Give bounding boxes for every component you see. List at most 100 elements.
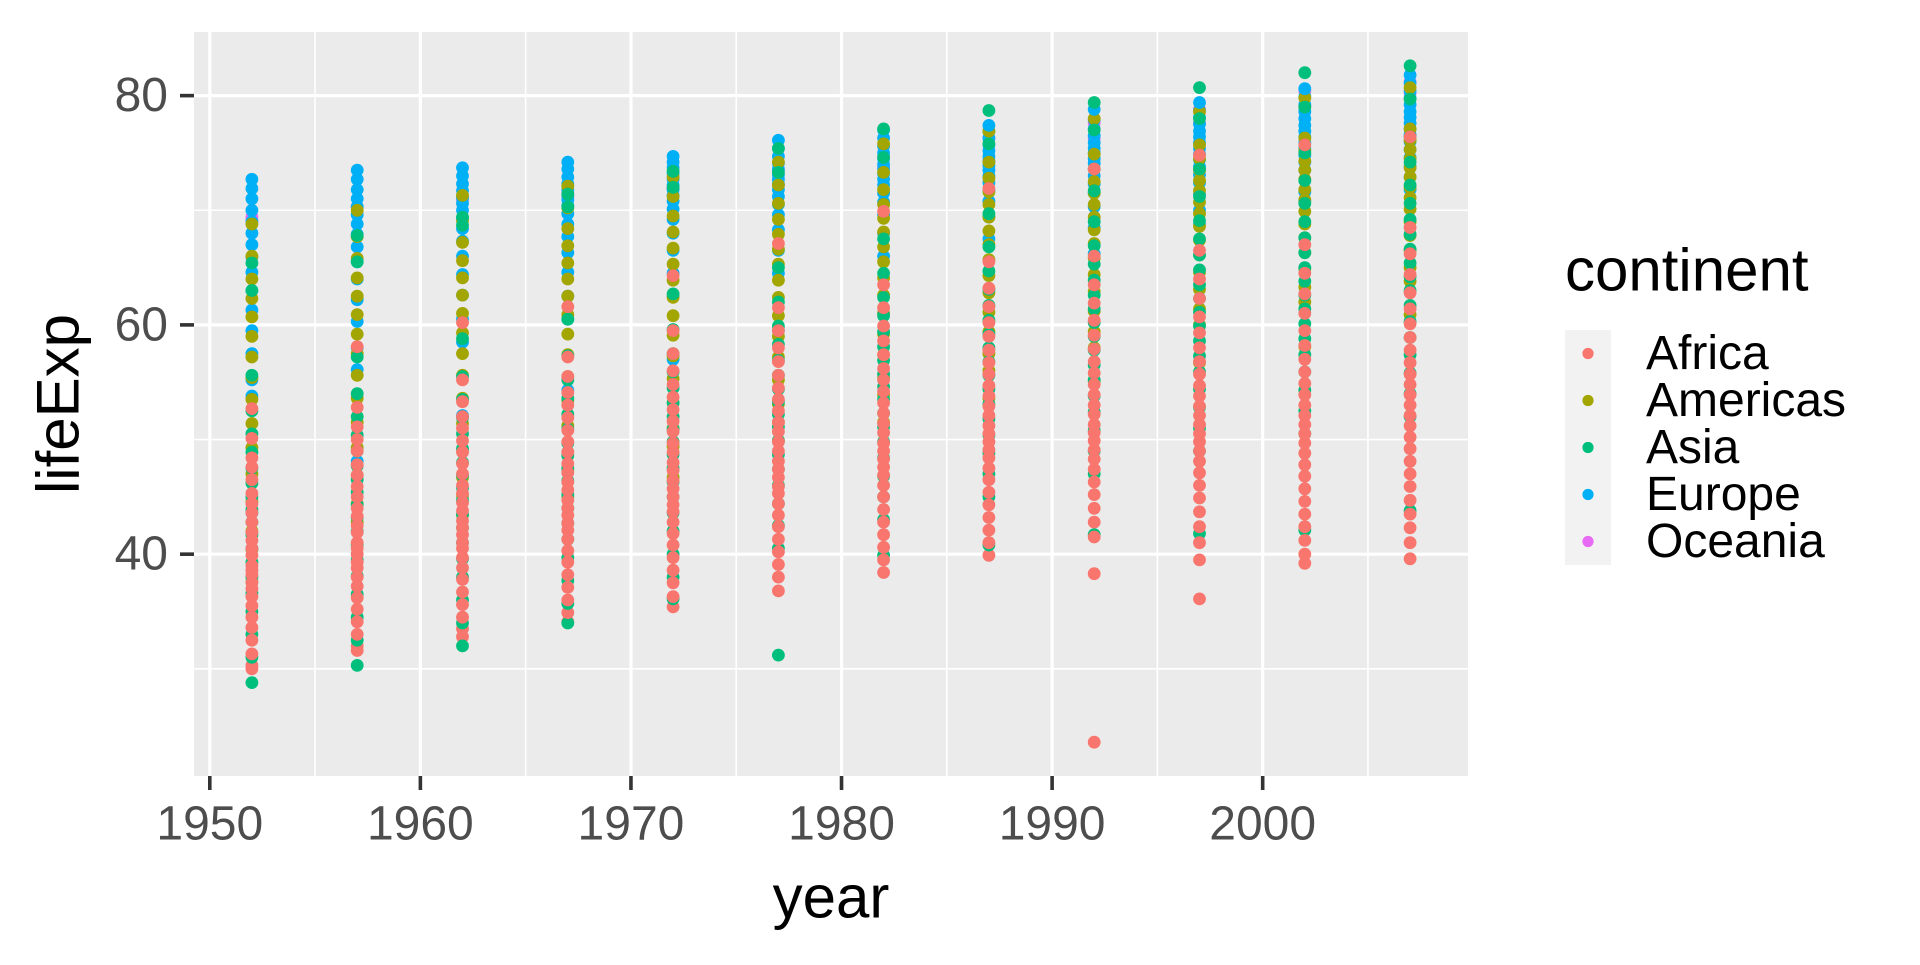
data-point-africa bbox=[982, 343, 996, 357]
data-point-africa bbox=[666, 445, 680, 459]
data-point-africa bbox=[772, 558, 785, 571]
x-axis-tick-label: 1960 bbox=[367, 798, 474, 851]
data-point-africa bbox=[561, 606, 575, 619]
data-point-asia bbox=[1193, 263, 1206, 277]
data-point-africa bbox=[666, 425, 680, 438]
data-point-africa bbox=[245, 559, 259, 572]
data-point-europe bbox=[350, 192, 364, 206]
data-point-africa bbox=[245, 432, 259, 445]
data-point-africa bbox=[982, 511, 996, 524]
data-point-africa bbox=[561, 457, 575, 470]
data-point-americas bbox=[350, 308, 364, 321]
data-point-africa bbox=[666, 390, 680, 404]
data-point-africa bbox=[666, 576, 680, 590]
data-point-africa bbox=[1403, 388, 1417, 402]
data-point-africa bbox=[772, 532, 785, 546]
data-point-europe bbox=[982, 119, 996, 132]
data-point-africa bbox=[456, 573, 469, 586]
data-point-asia bbox=[1403, 256, 1417, 270]
data-point-africa bbox=[1403, 367, 1417, 381]
data-point-asia bbox=[982, 207, 996, 221]
data-point-americas bbox=[245, 393, 259, 406]
data-point-africa bbox=[456, 445, 469, 459]
data-point-africa bbox=[245, 402, 259, 415]
data-point-africa bbox=[982, 399, 996, 413]
data-point-africa bbox=[456, 457, 469, 470]
data-point-americas bbox=[561, 272, 575, 286]
data-point-asia bbox=[1193, 112, 1206, 125]
legend-item-label-oceania: Oceania bbox=[1646, 515, 1825, 568]
data-point-africa bbox=[1087, 567, 1101, 581]
data-point-africa bbox=[982, 330, 996, 343]
data-point-africa bbox=[1403, 442, 1417, 456]
data-point-americas bbox=[982, 198, 996, 211]
data-point-africa bbox=[245, 610, 259, 624]
data-point-africa bbox=[666, 474, 680, 488]
data-point-africa bbox=[350, 340, 364, 354]
data-point-africa bbox=[1298, 388, 1312, 402]
data-point-africa bbox=[982, 419, 996, 433]
data-point-americas bbox=[561, 289, 575, 303]
data-point-asia bbox=[561, 200, 575, 214]
data-point-africa bbox=[350, 458, 364, 472]
data-point-americas bbox=[982, 155, 996, 169]
data-point-americas bbox=[772, 227, 785, 241]
data-point-africa bbox=[877, 362, 890, 375]
data-point-africa bbox=[1087, 355, 1101, 368]
data-point-africa bbox=[561, 544, 575, 558]
y-axis-tick-label: 80 bbox=[115, 69, 168, 122]
data-point-americas bbox=[561, 256, 575, 270]
data-point-asia bbox=[1087, 96, 1101, 109]
data-point-africa bbox=[982, 367, 996, 381]
data-point-europe bbox=[245, 172, 259, 186]
data-point-africa bbox=[350, 570, 364, 584]
data-point-africa bbox=[982, 548, 996, 562]
data-point-asia bbox=[982, 240, 996, 254]
data-point-africa bbox=[877, 373, 890, 387]
data-point-africa bbox=[561, 475, 575, 489]
data-point-africa bbox=[1403, 356, 1417, 370]
panel-background bbox=[194, 32, 1468, 776]
data-point-asia bbox=[1298, 174, 1312, 187]
data-point-africa bbox=[772, 301, 785, 315]
data-point-africa bbox=[877, 540, 890, 554]
data-point-africa bbox=[1087, 515, 1101, 529]
x-axis-tick-label: 1950 bbox=[156, 798, 263, 851]
data-point-africa bbox=[561, 386, 575, 399]
data-point-africa bbox=[1298, 307, 1312, 320]
data-point-europe bbox=[350, 172, 364, 186]
data-point-europe bbox=[245, 226, 259, 240]
data-point-americas bbox=[1298, 183, 1312, 197]
data-point-africa bbox=[561, 370, 575, 383]
data-point-africa bbox=[877, 319, 890, 333]
data-point-africa bbox=[245, 526, 259, 539]
data-point-americas bbox=[456, 254, 469, 268]
data-point-africa bbox=[456, 395, 469, 409]
data-point-americas bbox=[350, 203, 364, 217]
data-point-americas bbox=[1087, 147, 1101, 161]
data-point-africa bbox=[1087, 501, 1101, 515]
data-point-asia bbox=[561, 312, 575, 326]
data-point-americas bbox=[982, 224, 996, 238]
data-point-americas bbox=[666, 241, 680, 255]
data-point-asia bbox=[456, 332, 469, 346]
data-point-africa bbox=[877, 553, 890, 567]
data-point-africa bbox=[350, 468, 364, 482]
data-point-africa bbox=[982, 379, 996, 393]
data-point-africa bbox=[1087, 475, 1101, 489]
data-point-europe bbox=[666, 150, 680, 163]
data-point-africa bbox=[561, 424, 575, 437]
data-point-asia bbox=[561, 187, 575, 201]
data-point-africa bbox=[877, 348, 890, 362]
data-point-africa bbox=[877, 436, 890, 450]
data-point-africa bbox=[1193, 520, 1206, 534]
data-point-asia bbox=[245, 676, 259, 689]
data-point-africa bbox=[1193, 341, 1206, 355]
data-point-africa bbox=[772, 393, 785, 406]
data-point-asia bbox=[1403, 92, 1417, 106]
data-point-africa bbox=[666, 364, 680, 378]
data-point-americas bbox=[877, 255, 890, 269]
data-point-asia bbox=[877, 232, 890, 246]
data-point-europe bbox=[245, 192, 259, 206]
data-point-africa bbox=[350, 602, 364, 616]
